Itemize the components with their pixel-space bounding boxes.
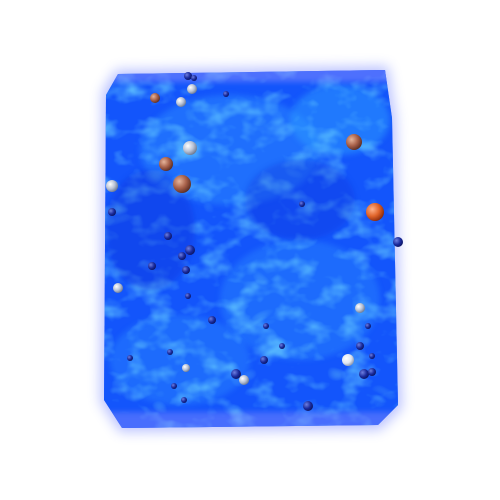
particle [108, 208, 116, 216]
particle [150, 93, 160, 103]
particle [167, 349, 173, 355]
particle [223, 91, 229, 97]
particle [183, 141, 197, 155]
particle [366, 203, 384, 221]
particle [368, 368, 376, 376]
particle [171, 383, 177, 389]
particle [178, 252, 186, 260]
particle [159, 157, 173, 171]
particle [393, 237, 403, 247]
particle [369, 353, 375, 359]
particle [260, 356, 268, 364]
particle [127, 355, 133, 361]
particle [182, 266, 190, 274]
particle [184, 72, 192, 80]
particle [356, 342, 364, 350]
particle [148, 262, 156, 270]
particle [191, 75, 197, 81]
particle [359, 369, 369, 379]
particle [106, 180, 118, 192]
particle [346, 134, 362, 150]
particle [239, 375, 249, 385]
particle [355, 303, 365, 313]
particle [185, 293, 191, 299]
particle [231, 369, 241, 379]
particle [299, 201, 305, 207]
particle [185, 245, 195, 255]
particle [113, 283, 123, 293]
particle [279, 343, 285, 349]
particle [176, 97, 186, 107]
particle [164, 232, 172, 240]
volume-body [104, 70, 398, 428]
particle [187, 84, 197, 94]
particle [263, 323, 269, 329]
particle [182, 364, 190, 372]
particle-layer [106, 72, 403, 411]
particle [303, 401, 313, 411]
particle [208, 316, 216, 324]
particle [173, 175, 191, 193]
particle [342, 354, 354, 366]
particle [181, 397, 187, 403]
particle [365, 323, 371, 329]
